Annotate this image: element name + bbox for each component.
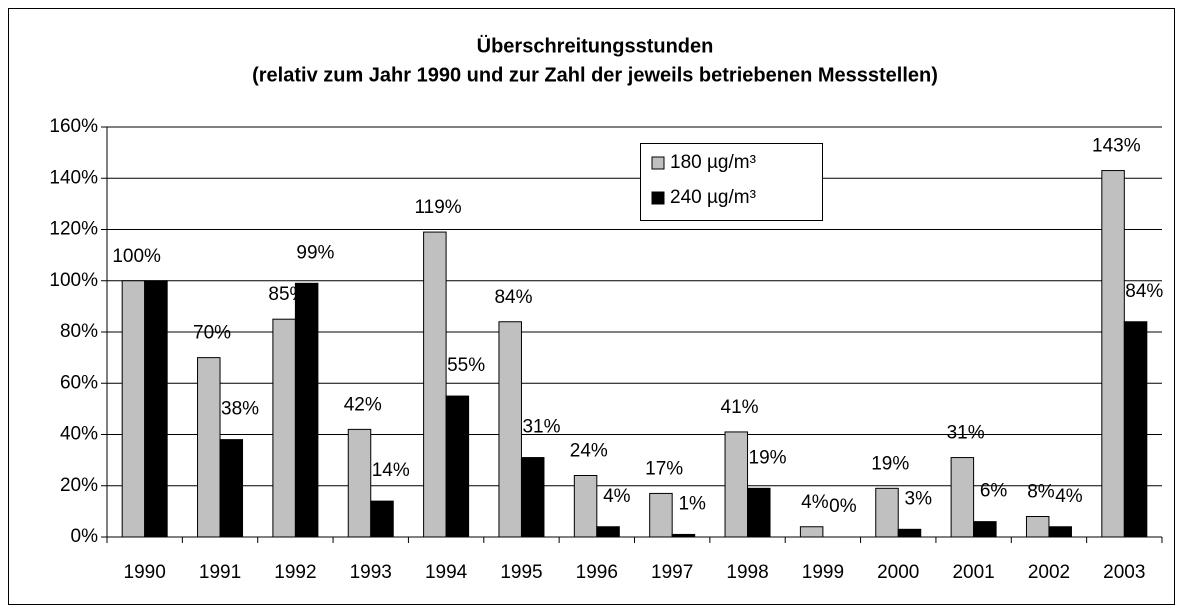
bar: [875, 487, 899, 538]
bar: [973, 521, 997, 538]
value-label: 19%: [871, 453, 909, 474]
bar: [347, 428, 372, 538]
value-label: 55%: [447, 355, 485, 376]
value-label: 8%: [1027, 482, 1055, 503]
value-label: 4%: [1055, 486, 1083, 507]
y-tick-label: 160%: [49, 116, 98, 137]
bar: [747, 487, 771, 538]
x-tick-label: 1990: [124, 562, 166, 583]
bar: [596, 526, 620, 538]
legend-box: [640, 143, 823, 221]
chart-title: Überschreitungsstunden: [477, 34, 714, 57]
value-label: 17%: [645, 458, 683, 479]
value-label: 3%: [905, 488, 933, 509]
value-label: 31%: [522, 417, 560, 438]
value-label: 38%: [221, 399, 259, 420]
bar: [897, 528, 922, 538]
bar: [219, 439, 244, 538]
x-tick-label: 2000: [877, 562, 919, 583]
value-label: 4%: [801, 492, 829, 513]
y-tick-label: 100%: [49, 270, 98, 291]
bar: [649, 492, 673, 538]
value-label: 0%: [829, 496, 857, 517]
x-tick-label: 2001: [952, 562, 994, 583]
y-tick-label: 60%: [60, 372, 98, 393]
legend-label: 180 µg/m³: [670, 152, 756, 173]
value-label: 1%: [678, 493, 706, 514]
value-label: 19%: [749, 447, 787, 468]
value-label: 100%: [112, 246, 161, 267]
x-tick-label: 1994: [425, 562, 468, 583]
bar: [724, 431, 749, 538]
bar: [144, 280, 168, 538]
y-tick-label: 140%: [49, 167, 98, 188]
x-tick-label: 1993: [350, 562, 392, 583]
y-tick-label: 120%: [49, 219, 98, 240]
legend-swatch: [651, 191, 665, 205]
x-tick-label: 2002: [1028, 562, 1070, 583]
x-tick-label: 1998: [726, 562, 768, 583]
value-label: 6%: [980, 481, 1008, 502]
value-label: 84%: [494, 287, 532, 308]
bar: [671, 533, 696, 538]
bar: [445, 395, 470, 538]
value-label: 84%: [1125, 281, 1163, 302]
bar: [294, 282, 319, 538]
legend-label: 240 µg/m³: [670, 187, 756, 208]
bar: [1025, 516, 1050, 538]
value-label: 41%: [721, 397, 759, 418]
value-label: 42%: [344, 394, 382, 415]
x-tick-label: 1999: [802, 562, 844, 583]
x-tick-label: 1991: [199, 562, 241, 583]
value-label: 143%: [1092, 136, 1141, 157]
bar: [950, 457, 975, 538]
x-tick-label: 1996: [576, 562, 618, 583]
value-label: 24%: [570, 441, 608, 462]
value-label: 31%: [947, 423, 985, 444]
bar: [272, 318, 296, 538]
value-label: 70%: [193, 323, 231, 344]
y-tick-label: 0%: [71, 526, 99, 547]
legend-swatch: [651, 156, 665, 170]
bar: [1101, 170, 1125, 538]
bar: [1123, 321, 1148, 538]
bar: [573, 475, 598, 538]
x-tick-label: 2003: [1103, 562, 1145, 583]
bar: [799, 526, 824, 538]
bar: [197, 357, 221, 538]
x-tick-label: 1992: [274, 562, 316, 583]
y-tick-label: 20%: [60, 475, 98, 496]
y-tick-label: 40%: [60, 424, 98, 445]
bar: [498, 321, 522, 538]
value-label: 4%: [603, 486, 631, 507]
bar: [370, 500, 394, 538]
bar: [423, 231, 447, 538]
value-label: 14%: [372, 460, 410, 481]
bar: [121, 280, 146, 538]
value-label: 99%: [296, 242, 334, 263]
y-tick-label: 80%: [60, 321, 98, 342]
chart-subtitle: (relativ zum Jahr 1990 und zur Zahl der …: [252, 64, 938, 86]
bar: [520, 457, 545, 538]
bar: [1048, 526, 1072, 538]
value-label: 119%: [415, 197, 462, 218]
x-tick-label: 1997: [651, 562, 693, 583]
x-tick-label: 1995: [500, 562, 542, 583]
